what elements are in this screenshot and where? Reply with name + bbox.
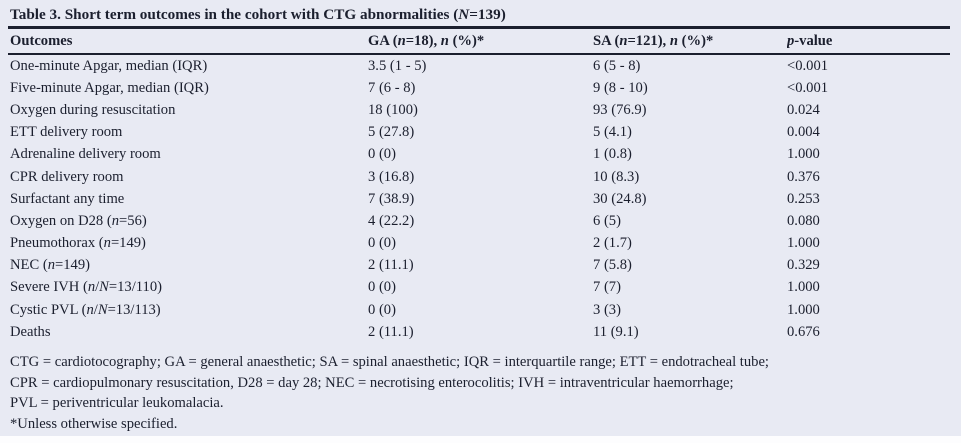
value-cell: 0 (0) bbox=[368, 301, 396, 318]
table-row: ETT delivery room 5 (27.8) 5 (4.1) 0.004 bbox=[8, 122, 950, 144]
value-cell: 0.024 bbox=[787, 101, 820, 118]
table-row: Adrenaline delivery room 0 (0) 1 (0.8) 1.00… bbox=[8, 144, 950, 166]
value-cell: 93 (76.9) bbox=[593, 101, 647, 118]
value-cell: 6 (5) bbox=[593, 212, 621, 229]
outcomes-table: Outcomes GA (n=18), n (%)* SA (n=121), n (… bbox=[8, 26, 950, 343]
value-cell: 10 (8.3) bbox=[593, 168, 640, 185]
footnote-line: PVL = periventricular leukomalacia. bbox=[10, 395, 224, 412]
value-cell: 5 (27.8) bbox=[368, 124, 415, 141]
footnote-line: CPR = cardiopulmonary resuscitation, D28… bbox=[10, 374, 734, 391]
value-cell: 3 (3) bbox=[593, 301, 621, 318]
value-cell: 6 (5 - 8) bbox=[593, 57, 641, 74]
table-title: Table 3. Short term outcomes in the coho… bbox=[10, 6, 506, 23]
table-row: Pneumothorax (n=149) 0 (0) 2 (1.7) 1.000 bbox=[8, 233, 950, 255]
value-cell: 1.000 bbox=[787, 235, 820, 252]
table-row: Cystic PVL (n/N=13/113) 0 (0) 3 (3) 1.000 bbox=[8, 299, 950, 321]
value-cell: 1.000 bbox=[787, 279, 820, 296]
header-row: Outcomes GA (n=18), n (%)* SA (n=121), n (… bbox=[8, 27, 950, 55]
outcome-cell: Oxygen on D28 (n=56) bbox=[10, 212, 147, 229]
value-cell: 0.080 bbox=[787, 212, 820, 229]
value-cell: 2 (1.7) bbox=[593, 235, 632, 252]
footnote-line: *Unless otherwise specified. bbox=[10, 415, 178, 432]
table-row: Oxygen during resuscitation 18 (100) 93 (7… bbox=[8, 99, 950, 121]
column-header: p-value bbox=[787, 27, 950, 55]
table-row: Severe IVH (n/N=13/110) 0 (0) 7 (7) 1.000 bbox=[8, 277, 950, 299]
value-cell: 7 (5.8) bbox=[593, 257, 632, 274]
value-cell: <0.001 bbox=[787, 79, 829, 96]
outcome-cell: Adrenaline delivery room bbox=[10, 146, 161, 163]
value-cell: 0 (0) bbox=[368, 279, 396, 296]
value-cell: 4 (22.2) bbox=[368, 212, 415, 229]
outcome-cell: Severe IVH (n/N=13/110) bbox=[10, 279, 162, 296]
value-cell: 2 (11.1) bbox=[368, 257, 414, 274]
value-cell: 0.676 bbox=[787, 323, 820, 340]
outcome-cell: NEC (n=149) bbox=[10, 257, 90, 274]
value-cell: 0 (0) bbox=[368, 235, 396, 252]
outcome-cell: CPR delivery room bbox=[10, 168, 124, 185]
value-cell: 0.253 bbox=[787, 190, 820, 207]
table-body: One-minute Apgar, median (IQR) 3.5 (1 - 5… bbox=[8, 54, 950, 343]
table-row: Deaths 2 (11.1) 11 (9.1) 0.676 bbox=[8, 321, 950, 343]
value-cell: 7 (38.9) bbox=[368, 190, 415, 207]
value-cell: <0.001 bbox=[787, 57, 829, 74]
table-row: Five-minute Apgar, median (IQR) 7 (6 - 8)… bbox=[8, 77, 950, 99]
outcome-cell: Cystic PVL (n/N=13/113) bbox=[10, 301, 161, 318]
value-cell: 18 (100) bbox=[368, 101, 418, 118]
value-cell: 0.004 bbox=[787, 124, 820, 141]
column-header: SA (n=121), n (%)* bbox=[593, 27, 787, 55]
value-cell: 0.376 bbox=[787, 168, 820, 185]
value-cell: 30 (24.8) bbox=[593, 190, 647, 207]
value-cell: 11 (9.1) bbox=[593, 323, 639, 340]
value-cell: 9 (8 - 10) bbox=[593, 79, 648, 96]
value-cell: 3 (16.8) bbox=[368, 168, 415, 185]
value-cell: 1 (0.8) bbox=[593, 146, 632, 163]
value-cell: 7 (7) bbox=[593, 279, 621, 296]
footnotes: CTG = cardiotocography; GA = general ana… bbox=[10, 352, 961, 434]
table-row: CPR delivery room 3 (16.8) 10 (8.3) 0.376 bbox=[8, 166, 950, 188]
value-cell: 7 (6 - 8) bbox=[368, 79, 416, 96]
column-header: Outcomes bbox=[8, 27, 368, 55]
table-row: Oxygen on D28 (n=56) 4 (22.2) 6 (5) 0.080 bbox=[8, 210, 950, 232]
table-row: One-minute Apgar, median (IQR) 3.5 (1 - 5… bbox=[8, 54, 950, 77]
value-cell: 3.5 (1 - 5) bbox=[368, 57, 427, 74]
outcome-cell: Five-minute Apgar, median (IQR) bbox=[10, 79, 209, 96]
table-row: NEC (n=149) 2 (11.1) 7 (5.8) 0.329 bbox=[8, 255, 950, 277]
outcome-cell: One-minute Apgar, median (IQR) bbox=[10, 57, 208, 74]
value-cell: 5 (4.1) bbox=[593, 124, 632, 141]
outcome-cell: Deaths bbox=[10, 323, 51, 340]
outcome-cell: ETT delivery room bbox=[10, 124, 123, 141]
value-cell: 1.000 bbox=[787, 301, 820, 318]
value-cell: 2 (11.1) bbox=[368, 323, 414, 340]
value-cell: 0 (0) bbox=[368, 146, 396, 163]
value-cell: 1.000 bbox=[787, 146, 820, 163]
footnote-line: CTG = cardiotocography; GA = general ana… bbox=[10, 354, 769, 371]
value-cell: 0.329 bbox=[787, 257, 820, 274]
table-row: Surfactant any time 7 (38.9) 30 (24.8) 0.25… bbox=[8, 188, 950, 210]
outcome-cell: Oxygen during resuscitation bbox=[10, 101, 176, 118]
column-header: GA (n=18), n (%)* bbox=[368, 27, 593, 55]
outcome-cell: Pneumothorax (n=149) bbox=[10, 235, 146, 252]
outcome-cell: Surfactant any time bbox=[10, 190, 125, 207]
